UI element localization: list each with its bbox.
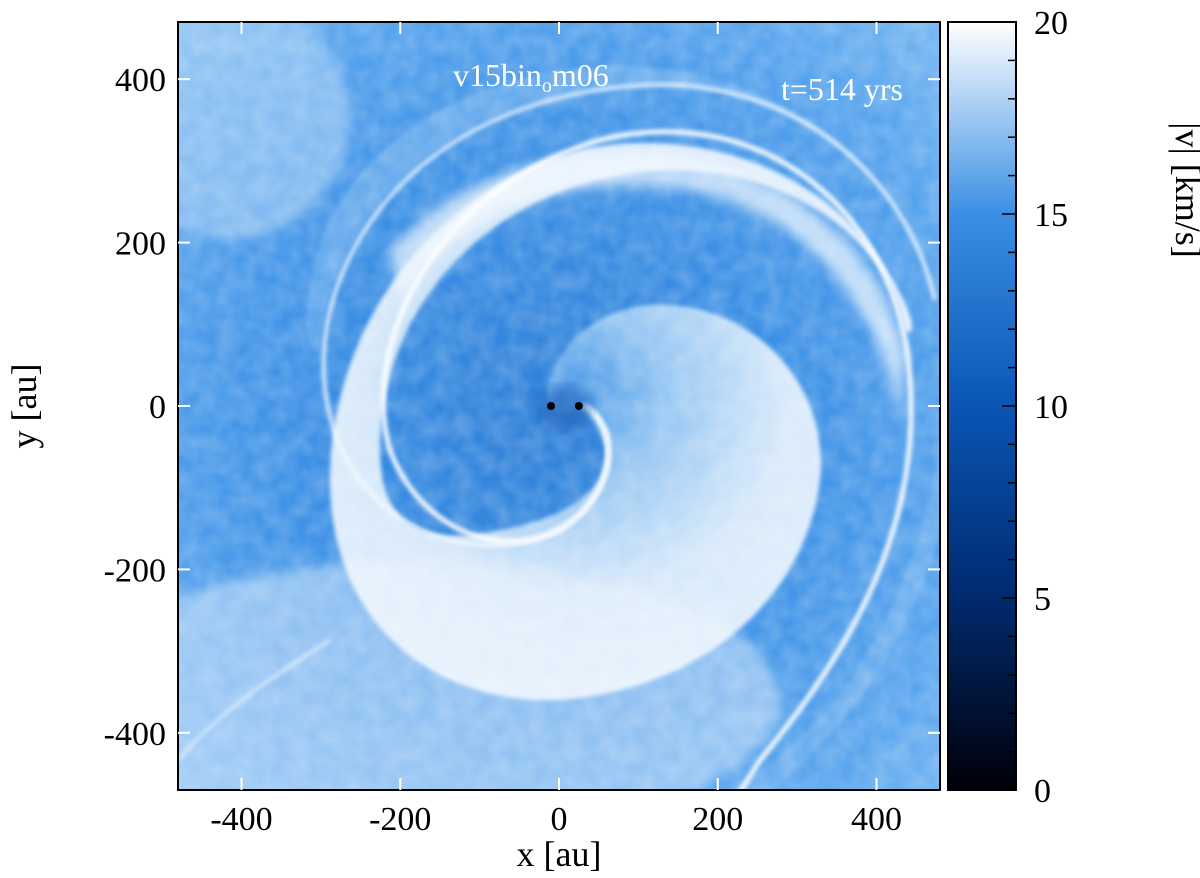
y-tick-label: 400 [115, 62, 166, 99]
heatmap-image [178, 22, 940, 790]
y-axis-label: y [au] [4, 364, 44, 449]
colorbar-tick-label: 15 [1034, 197, 1068, 234]
x-tick-label: -400 [210, 801, 272, 838]
y-tick-label: -400 [104, 716, 166, 753]
star-marker [574, 402, 583, 410]
y-axis: 400 200 0 -200 -400 [104, 62, 940, 753]
stars [547, 402, 583, 410]
colorbar-tick-label: 20 [1034, 5, 1068, 42]
model-annotation: v15binom06 [453, 57, 609, 97]
colorbar-label: |v| [km/s] [1168, 122, 1200, 257]
y-tick-label: 200 [115, 226, 166, 263]
y-tick-label: 0 [149, 389, 166, 426]
colorbar-tick-label: 5 [1034, 581, 1051, 618]
colorbar-axis: 20 15 10 5 0 [1002, 5, 1068, 810]
x-axis-label: x [au] [517, 834, 602, 874]
x-tick-label: 0 [551, 801, 568, 838]
x-axis: -400 -200 0 200 400 [210, 22, 902, 838]
time-annotation: t=514 yrs [781, 71, 903, 107]
y-tick-label: -200 [104, 552, 166, 589]
x-tick-label: 400 [851, 801, 902, 838]
star-marker [547, 402, 556, 410]
colorbar-tick-label: 10 [1034, 389, 1068, 426]
x-tick-label: -200 [369, 801, 431, 838]
x-tick-label: 200 [692, 801, 743, 838]
colorbar-tick-label: 0 [1034, 773, 1051, 810]
